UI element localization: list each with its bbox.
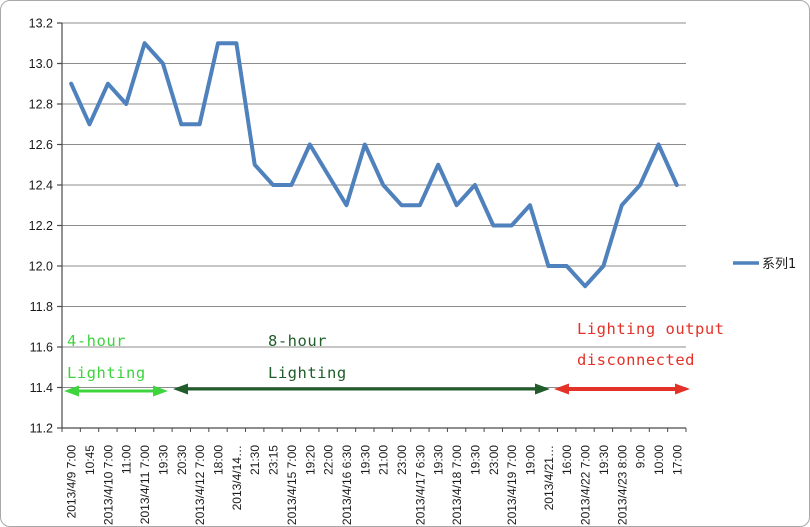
y-tick-label: 13.2: [29, 17, 53, 31]
x-tick-label: 2013/4/10 7:00: [101, 445, 115, 525]
x-tick-label: 21:30: [248, 445, 262, 475]
eight-hour-lighting-arrowhead-right: [535, 383, 550, 395]
x-tick-label: 2013/4/22 7:00: [579, 445, 593, 525]
four-hour-lighting-label-line2: Lighting: [67, 364, 146, 382]
y-tick-label: 12.6: [29, 138, 53, 152]
x-tick-label: 17:00: [670, 445, 684, 475]
y-tick-label: 11.8: [30, 300, 53, 314]
x-tick-label: 2013/4/15 7:00: [285, 445, 299, 525]
x-tick-label: 2013/4/17 6:30: [413, 445, 427, 525]
y-tick-label: 12.8: [29, 98, 53, 112]
four-hour-lighting-arrowhead-left: [64, 385, 79, 397]
eight-hour-lighting-label-line2: Lighting: [268, 364, 347, 382]
eight-hour-lighting-label-line1: 8-hour: [268, 332, 327, 350]
x-tick-label: 10:45: [83, 445, 97, 475]
lighting-output-disconnected-label-line2: disconnected: [577, 351, 695, 369]
eight-hour-lighting-annotation: 8-hour Lighting: [173, 332, 550, 395]
four-hour-lighting-label-line1: 4-hour: [67, 332, 126, 350]
x-tick-label: 10:00: [652, 445, 666, 475]
y-tick-label: 13.0: [29, 57, 53, 71]
x-tick-label: 23:15: [267, 445, 281, 475]
x-tick-label: 19:30: [156, 445, 170, 475]
x-tick-label: 2013/4/12 7:00: [193, 445, 207, 525]
x-tick-label: 19:30: [358, 445, 372, 475]
series-line: [69, 41, 679, 289]
x-tick-label: 2013/4/9 7:00: [65, 445, 79, 519]
lighting-output-disconnected-annotation: Lighting output disconnected: [554, 320, 724, 395]
x-tick-label: 2013/4/11 7:00: [138, 445, 152, 525]
x-tick-label: 2013/4/21…: [542, 445, 556, 510]
x-tick-label: 2013/4/23 8:00: [615, 445, 629, 525]
x-tick-label: 19:30: [432, 445, 446, 475]
x-tick-label: 18:00: [212, 445, 226, 475]
lighting-output-disconnected-arrowhead-left: [554, 383, 569, 395]
x-tick-label: 23:00: [487, 445, 501, 475]
x-tick-label: 21:00: [377, 445, 391, 475]
four-hour-lighting-annotation: 4-hour Lighting: [64, 332, 168, 397]
y-tick-label: 11.4: [30, 381, 53, 395]
four-hour-lighting-arrowhead-right: [153, 385, 168, 397]
lighting-output-disconnected-label-line1: Lighting output: [577, 320, 724, 338]
eight-hour-lighting-arrowhead-left: [173, 383, 188, 395]
y-tick-label: 11.2: [30, 422, 53, 436]
x-tick-label: 2013/4/19 7:00: [505, 445, 519, 525]
x-tick-label: 2013/4/14…: [230, 445, 244, 510]
lighting-output-disconnected-arrowhead-right: [675, 383, 690, 395]
x-tick-label: 9:00: [634, 445, 648, 469]
x-tick-label: 19:00: [524, 445, 538, 475]
y-tick-label: 12.2: [29, 219, 53, 233]
x-tick-label: 19:30: [468, 445, 482, 475]
legend-label: 系列1: [762, 257, 796, 272]
x-tick-label: 11:00: [120, 445, 134, 474]
x-tick-label: 19:20: [303, 445, 317, 475]
legend: 系列1: [733, 257, 796, 272]
x-tick-label: 23:00: [395, 445, 409, 475]
x-tick-label: 2013/4/16 6:30: [340, 445, 354, 525]
y-tick-label: 12.4: [29, 179, 53, 193]
y-tick-label: 12.0: [29, 260, 53, 274]
y-tick-label: 11.6: [30, 341, 53, 355]
x-tick-label: 16:00: [560, 445, 574, 475]
x-tick-label: 20:30: [175, 445, 189, 475]
x-tick-label: 2013/4/18 7:00: [450, 445, 464, 525]
x-tick-label: 22:00: [322, 445, 336, 475]
x-tick-label: 19:30: [597, 445, 611, 475]
